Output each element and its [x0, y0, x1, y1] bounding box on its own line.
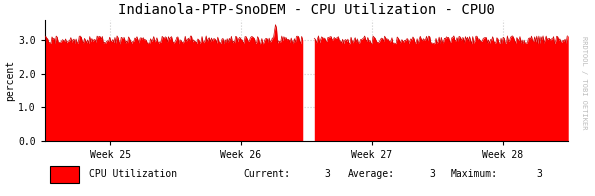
Y-axis label: percent: percent: [5, 60, 15, 101]
FancyBboxPatch shape: [50, 166, 79, 183]
Text: CPU Utilization: CPU Utilization: [89, 169, 177, 180]
Text: Current:: Current:: [243, 169, 290, 180]
Text: Average:: Average:: [348, 169, 395, 180]
Text: 3: 3: [325, 169, 331, 180]
Text: RRDTOOL / TOBI OETIKER: RRDTOOL / TOBI OETIKER: [581, 35, 587, 129]
Text: 3: 3: [537, 169, 543, 180]
Text: 3: 3: [430, 169, 436, 180]
Title: Indianola-PTP-SnoDEM - CPU Utilization - CPU0: Indianola-PTP-SnoDEM - CPU Utilization -…: [118, 3, 495, 17]
Text: Maximum:: Maximum:: [450, 169, 497, 180]
